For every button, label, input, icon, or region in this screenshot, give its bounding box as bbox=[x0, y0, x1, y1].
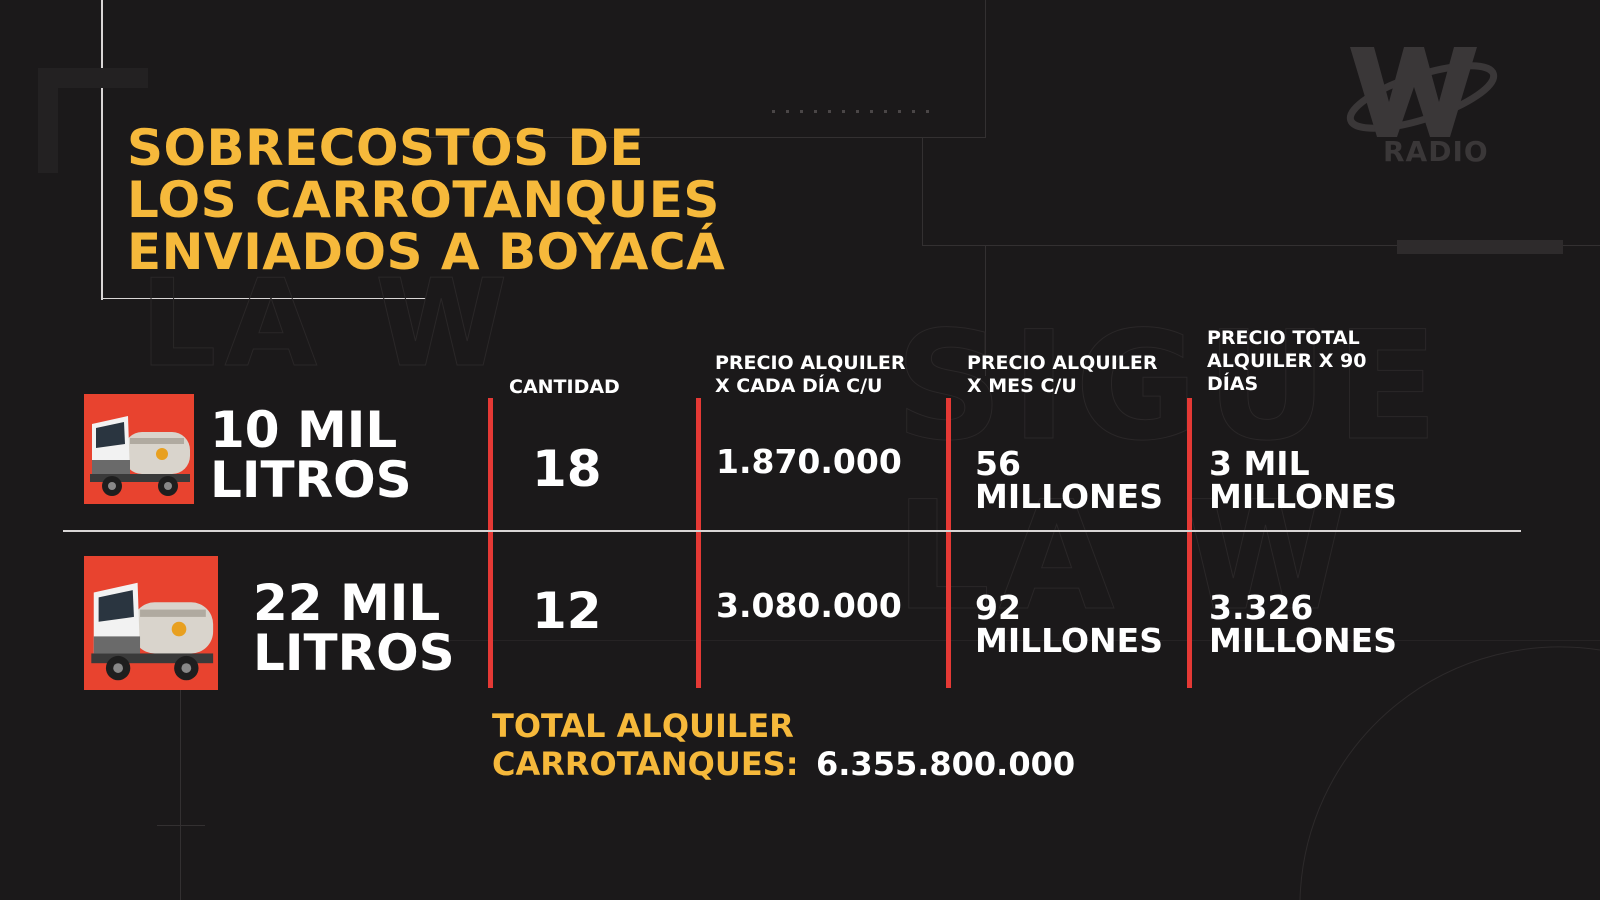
row-2-precio-total: 3.326 MILLONES bbox=[1209, 591, 1397, 657]
background-line bbox=[922, 245, 1600, 246]
row-2-precio-total-line-1: 3.326 bbox=[1209, 588, 1314, 627]
w-radio-logo-icon bbox=[1346, 47, 1498, 137]
title-line-3: ENVIADOS A BOYACÁ bbox=[127, 223, 726, 281]
column-separator bbox=[1187, 398, 1192, 688]
row-2-precio-mes-line-1: 92 bbox=[975, 588, 1021, 627]
header-precio-mes: PRECIO ALQUILER X MES C/U bbox=[967, 352, 1158, 398]
background-dots bbox=[772, 110, 932, 113]
frame-line-top bbox=[101, 0, 103, 300]
background-bar bbox=[1397, 240, 1563, 254]
watermark-text: SIGUE bbox=[894, 300, 1447, 475]
header-precio-dia: PRECIO ALQUILER X CADA DÍA C/U bbox=[715, 352, 906, 398]
row-1-precio-dia: 1.870.000 bbox=[716, 442, 902, 481]
background-line bbox=[180, 690, 181, 900]
background-line bbox=[985, 0, 986, 138]
frame-corner-shade bbox=[38, 68, 148, 88]
total-label-line-1: TOTAL ALQUILER bbox=[492, 707, 794, 745]
total-label-line-2: CARROTANQUES: bbox=[492, 745, 799, 783]
row-2-size-line-2: LITROS bbox=[253, 624, 455, 682]
title-line-1: SOBRECOSTOS DE bbox=[127, 119, 645, 177]
row-1-size-line-2: LITROS bbox=[210, 451, 412, 509]
watermark-text: LA W bbox=[894, 470, 1357, 645]
water-truck-icon bbox=[84, 394, 194, 504]
row-1-size: 10 MIL LITROS bbox=[210, 405, 412, 505]
column-separator bbox=[488, 398, 493, 688]
row-divider bbox=[63, 530, 1521, 532]
water-truck-icon bbox=[84, 556, 218, 690]
background-line bbox=[922, 138, 923, 246]
frame-corner-shade-vertical bbox=[38, 68, 58, 173]
row-2-size: 22 MIL LITROS bbox=[253, 578, 455, 678]
row-2-precio-total-line-2: MILLONES bbox=[1209, 621, 1397, 660]
total-value: 6.355.800.000 bbox=[816, 745, 1076, 783]
row-2-precio-dia: 3.080.000 bbox=[716, 586, 902, 625]
row-1-precio-mes: 56 MILLONES bbox=[975, 447, 1163, 513]
row-2-cantidad: 12 bbox=[532, 582, 602, 640]
row-1-precio-total-line-2: MILLONES bbox=[1209, 477, 1397, 516]
row-2-precio-mes-line-2: MILLONES bbox=[975, 621, 1163, 660]
header-precio-total-line-1: PRECIO TOTAL bbox=[1207, 327, 1360, 349]
header-precio-total-line-3: DÍAS bbox=[1207, 373, 1259, 395]
header-precio-total: PRECIO TOTAL ALQUILER X 90 DÍAS bbox=[1207, 327, 1367, 396]
header-precio-dia-line-1: PRECIO ALQUILER bbox=[715, 352, 906, 374]
background-cross bbox=[157, 825, 205, 826]
page-title: SOBRECOSTOS DE LOS CARROTANQUES ENVIADOS… bbox=[127, 122, 827, 278]
frame-line-bottom bbox=[101, 298, 426, 299]
column-separator bbox=[946, 398, 951, 688]
logo-text: RADIO bbox=[1383, 135, 1489, 168]
total-label: TOTAL ALQUILER CARROTANQUES: bbox=[492, 707, 799, 783]
background-arc bbox=[1299, 646, 1600, 900]
background-line bbox=[426, 137, 986, 138]
header-precio-mes-line-2: X MES C/U bbox=[967, 375, 1077, 397]
title-line-2: LOS CARROTANQUES bbox=[127, 171, 720, 229]
header-precio-total-line-2: ALQUILER X 90 bbox=[1207, 350, 1367, 372]
row-2-size-line-1: 22 MIL bbox=[253, 574, 441, 632]
row-1-cantidad: 18 bbox=[532, 440, 602, 498]
row-2-precio-mes: 92 MILLONES bbox=[975, 591, 1163, 657]
row-1-precio-mes-line-2: MILLONES bbox=[975, 477, 1163, 516]
row-1-precio-mes-line-1: 56 bbox=[975, 444, 1021, 483]
background-line bbox=[430, 640, 1600, 641]
row-1-precio-total: 3 MIL MILLONES bbox=[1209, 447, 1397, 513]
header-cantidad: CANTIDAD bbox=[509, 376, 620, 398]
header-precio-dia-line-2: X CADA DÍA C/U bbox=[715, 375, 883, 397]
background-line bbox=[985, 246, 986, 376]
row-1-precio-total-line-1: 3 MIL bbox=[1209, 444, 1310, 483]
header-precio-mes-line-1: PRECIO ALQUILER bbox=[967, 352, 1158, 374]
column-separator bbox=[696, 398, 701, 688]
row-1-size-line-1: 10 MIL bbox=[210, 401, 398, 459]
watermark-text: LA W bbox=[139, 255, 516, 395]
